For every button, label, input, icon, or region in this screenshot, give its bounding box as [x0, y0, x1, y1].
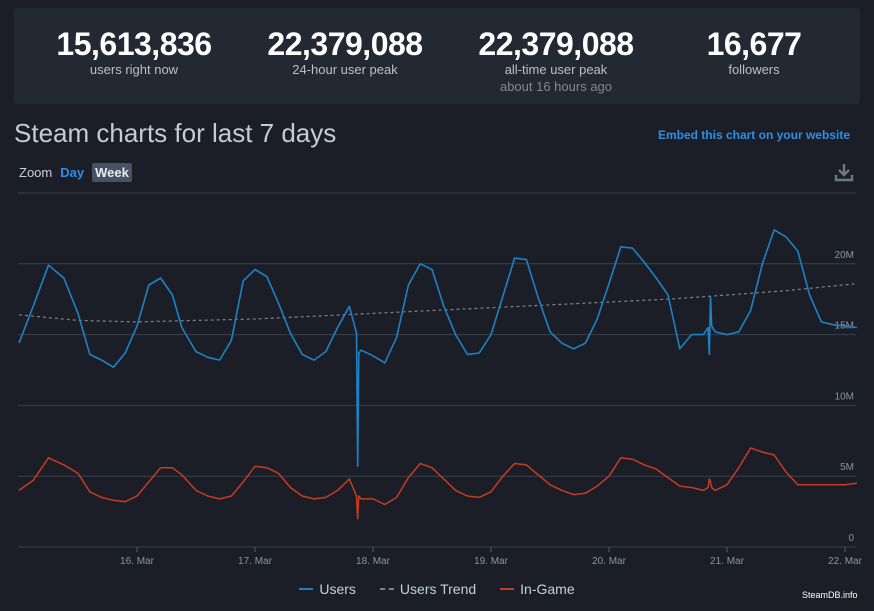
- stats-panel: 15,613,836 users right now 22,379,088 24…: [14, 8, 860, 104]
- legend-label: In-Game: [520, 581, 575, 597]
- stat-value: 22,379,088: [267, 26, 423, 62]
- chart-legend: Users Users Trend In-Game: [0, 581, 874, 597]
- y-tick-label: 0: [848, 533, 854, 544]
- x-tick-label: 16. Mar: [120, 556, 155, 567]
- legend-item-in-game[interactable]: In-Game: [500, 581, 575, 597]
- x-tick-label: 20. Mar: [592, 556, 627, 567]
- y-tick-label: 5M: [840, 462, 854, 473]
- x-tick-label: 17. Mar: [238, 556, 273, 567]
- series-users-line: [18, 229, 857, 468]
- legend-swatch: [379, 588, 394, 590]
- legend-label: Users: [319, 581, 356, 597]
- zoom-day-button[interactable]: Day: [60, 165, 85, 180]
- steamdb-credit[interactable]: SteamDB.info: [802, 590, 858, 600]
- stat-users-now: 15,613,836 users right now: [34, 26, 234, 78]
- y-tick-label: 20M: [835, 250, 854, 261]
- x-tick-label: 18. Mar: [356, 556, 391, 567]
- zoom-week-button[interactable]: Week: [92, 163, 132, 182]
- legend-item-users[interactable]: Users: [299, 581, 356, 597]
- x-tick-label: 22. Mar: [828, 556, 863, 567]
- stat-label: all-time user peak: [504, 62, 608, 77]
- stat-alltime-peak: 22,379,088 all-time user peak about 16 h…: [456, 26, 656, 96]
- x-tick-label: 21. Mar: [710, 556, 745, 567]
- zoom-label: Zoom: [19, 165, 53, 180]
- stat-label: followers: [728, 62, 780, 77]
- zoom-controls: Zoom Day Week: [19, 163, 132, 182]
- legend-swatch: [500, 588, 515, 590]
- stat-value: 15,613,836: [56, 26, 212, 62]
- stat-sublabel: about 16 hours ago: [499, 79, 613, 94]
- legend-swatch: [299, 588, 314, 590]
- stat-value: 22,379,088: [478, 26, 634, 62]
- legend-label: Users Trend: [399, 581, 477, 597]
- legend-item-users-trend[interactable]: Users Trend: [379, 581, 477, 597]
- y-tick-label: 10M: [835, 391, 854, 402]
- embed-chart-link[interactable]: Embed this chart on your website: [657, 128, 850, 142]
- stat-label: users right now: [89, 62, 179, 77]
- x-tick-label: 19. Mar: [474, 556, 509, 567]
- chart-title: Steam charts for last 7 days: [14, 118, 337, 148]
- download-icon[interactable]: [834, 162, 854, 182]
- series-in-game-line: [18, 447, 857, 520]
- stat-followers: 16,677 followers: [654, 26, 854, 78]
- stat-24h-peak: 22,379,088 24-hour user peak: [245, 26, 445, 78]
- stat-label: 24-hour user peak: [292, 62, 398, 77]
- stat-value: 16,677: [706, 26, 802, 62]
